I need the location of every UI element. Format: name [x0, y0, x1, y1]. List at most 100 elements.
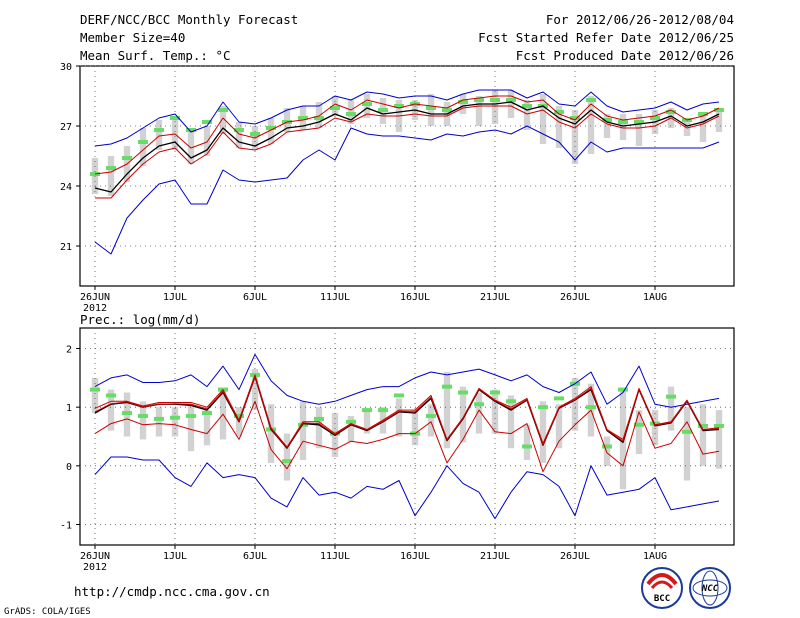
temp-xtick-label: 26JUN — [80, 292, 110, 303]
prec-spread-bar — [347, 415, 355, 443]
temp-observed-marker — [698, 112, 708, 116]
temp-series-p10 — [95, 105, 720, 199]
prec-xtick-label: 16JUL — [400, 551, 430, 562]
prec-xtick-label: 21JUL — [480, 551, 510, 562]
member-size-label: Member Size=40 — [80, 30, 185, 45]
bcc-logo: BCC — [641, 567, 683, 609]
prec-spread-bar — [363, 410, 371, 434]
prec-spread-bar — [571, 377, 579, 431]
prec-spread-bar — [155, 407, 163, 437]
prec-observed-marker — [426, 413, 436, 418]
prec-observed-marker — [378, 408, 388, 413]
temp-spread-bar — [539, 94, 547, 144]
precip-chart-title: Prec.: log(mm/d) — [80, 312, 200, 327]
temp-observed-marker — [218, 108, 228, 112]
prec-spread-bar — [267, 404, 275, 463]
prec-xtick-label: 1AUG — [643, 551, 667, 562]
temp-spread-bar — [635, 114, 643, 146]
temp-ytick-label: 24 — [60, 182, 72, 193]
temp-observed-marker — [346, 112, 356, 116]
temp-spread-bar — [715, 108, 723, 132]
temp-xtick-label: 1JUL — [163, 292, 187, 303]
temp-observed-marker — [314, 116, 324, 120]
prec-observed-marker — [490, 390, 500, 395]
temp-observed-marker — [138, 140, 148, 144]
prec-spread-bar — [427, 404, 435, 437]
prec-spread-bar — [139, 401, 147, 440]
prec-spread-bar — [299, 401, 307, 460]
temp-observed-marker — [602, 118, 612, 122]
temp-spread-bar — [699, 114, 707, 142]
prec-observed-marker — [394, 393, 404, 398]
temp-series-max — [94, 89, 720, 147]
variable-label: Mean Surf. Temp.: °C — [80, 48, 231, 63]
prec-xtick-label: 1JUL — [163, 551, 187, 562]
temp-spread-bar — [155, 120, 163, 150]
temp-observed-marker — [554, 110, 564, 114]
prec-spread-bar — [523, 424, 531, 460]
prec-observed-marker — [346, 419, 356, 424]
prec-spread-bar — [603, 436, 611, 466]
bcc-logo-text: BCC — [654, 594, 670, 604]
prec-observed-marker — [618, 387, 628, 392]
prec-spread-bar — [171, 407, 179, 437]
prec-observed-marker — [522, 444, 532, 449]
temp-spread-bar — [315, 102, 323, 128]
source-url[interactable]: http://cmdp.ncc.cma.gov.cn — [74, 584, 270, 599]
prec-series-ens_mid — [94, 375, 720, 449]
prec-spread-bar — [475, 392, 483, 434]
prec-observed-marker — [586, 405, 596, 410]
prec-series-mean — [94, 376, 720, 449]
precipitation-chart: -1 0 1 2 26JUN 1JUL 6JUL 11JUL 16JUL 21JUL 26JUL 1A… — [60, 327, 735, 573]
temp-xtick-year: 2012 — [83, 303, 107, 314]
temp-spread-bar — [235, 122, 243, 148]
temp-observed-marker — [618, 120, 628, 124]
temp-spread-bar — [267, 118, 275, 144]
grads-credit: GrADS: COLA/IGES — [4, 607, 91, 617]
prec-spread-bar — [443, 371, 451, 449]
figure-title: DERF/NCC/BCC Monthly Forecast — [80, 12, 298, 27]
prec-spread-bar — [507, 395, 515, 449]
temp-xtick-label: 21JUL — [480, 292, 510, 303]
prec-observed-marker — [282, 459, 292, 464]
temp-observed-marker — [106, 166, 116, 170]
prec-series-max — [94, 353, 720, 408]
temp-spread-bar — [619, 114, 627, 140]
temp-spread-bar — [603, 114, 611, 138]
prec-ytick-label: 0 — [66, 462, 72, 473]
temp-observed-marker — [234, 128, 244, 132]
prec-ytick-label: 2 — [66, 345, 72, 356]
temp-series-min — [94, 125, 720, 255]
temp-xtick-label: 16JUL — [400, 292, 430, 303]
prec-spread-bar — [635, 410, 643, 455]
prec-observed-marker — [698, 423, 708, 428]
prec-spread-bar — [699, 404, 707, 466]
temp-series-p90 — [94, 95, 720, 175]
temperature-chart: 21 24 27 30 26JUN 1JUL 6JUL 11JUL 16JUL 21JUL 26JU… — [60, 62, 735, 314]
temp-observed-marker — [170, 116, 180, 120]
prec-spread-bar — [539, 401, 547, 463]
fcst-started-date: Fcst Started Refer Date 2012/06/25 — [478, 30, 734, 45]
temp-spread-bar — [507, 90, 515, 118]
temp-spread-bar — [203, 126, 211, 156]
temp-observed-marker — [522, 104, 532, 108]
prec-spread-bar — [411, 410, 419, 446]
temp-plot-frame — [79, 65, 735, 287]
prec-observed-marker — [362, 408, 372, 413]
temp-xtick-label: 26JUL — [560, 292, 590, 303]
temp-series-mean — [94, 101, 720, 193]
temp-observed-marker — [362, 102, 372, 106]
temp-observed-marker — [714, 108, 724, 112]
prec-xtick-label: 6JUL — [243, 551, 267, 562]
prec-spread-bar — [667, 386, 675, 431]
prec-observed-marker — [666, 394, 676, 399]
temp-observed-marker — [666, 110, 676, 114]
prec-spread-bar — [91, 377, 99, 414]
temp-spread-bar — [683, 118, 691, 136]
prec-observed-marker — [634, 422, 644, 427]
temp-observed-marker — [490, 98, 500, 102]
prec-spread-bar — [395, 398, 403, 437]
temp-observed-marker — [250, 132, 260, 136]
temp-observed-marker — [378, 108, 388, 112]
prec-series-min — [94, 456, 720, 520]
